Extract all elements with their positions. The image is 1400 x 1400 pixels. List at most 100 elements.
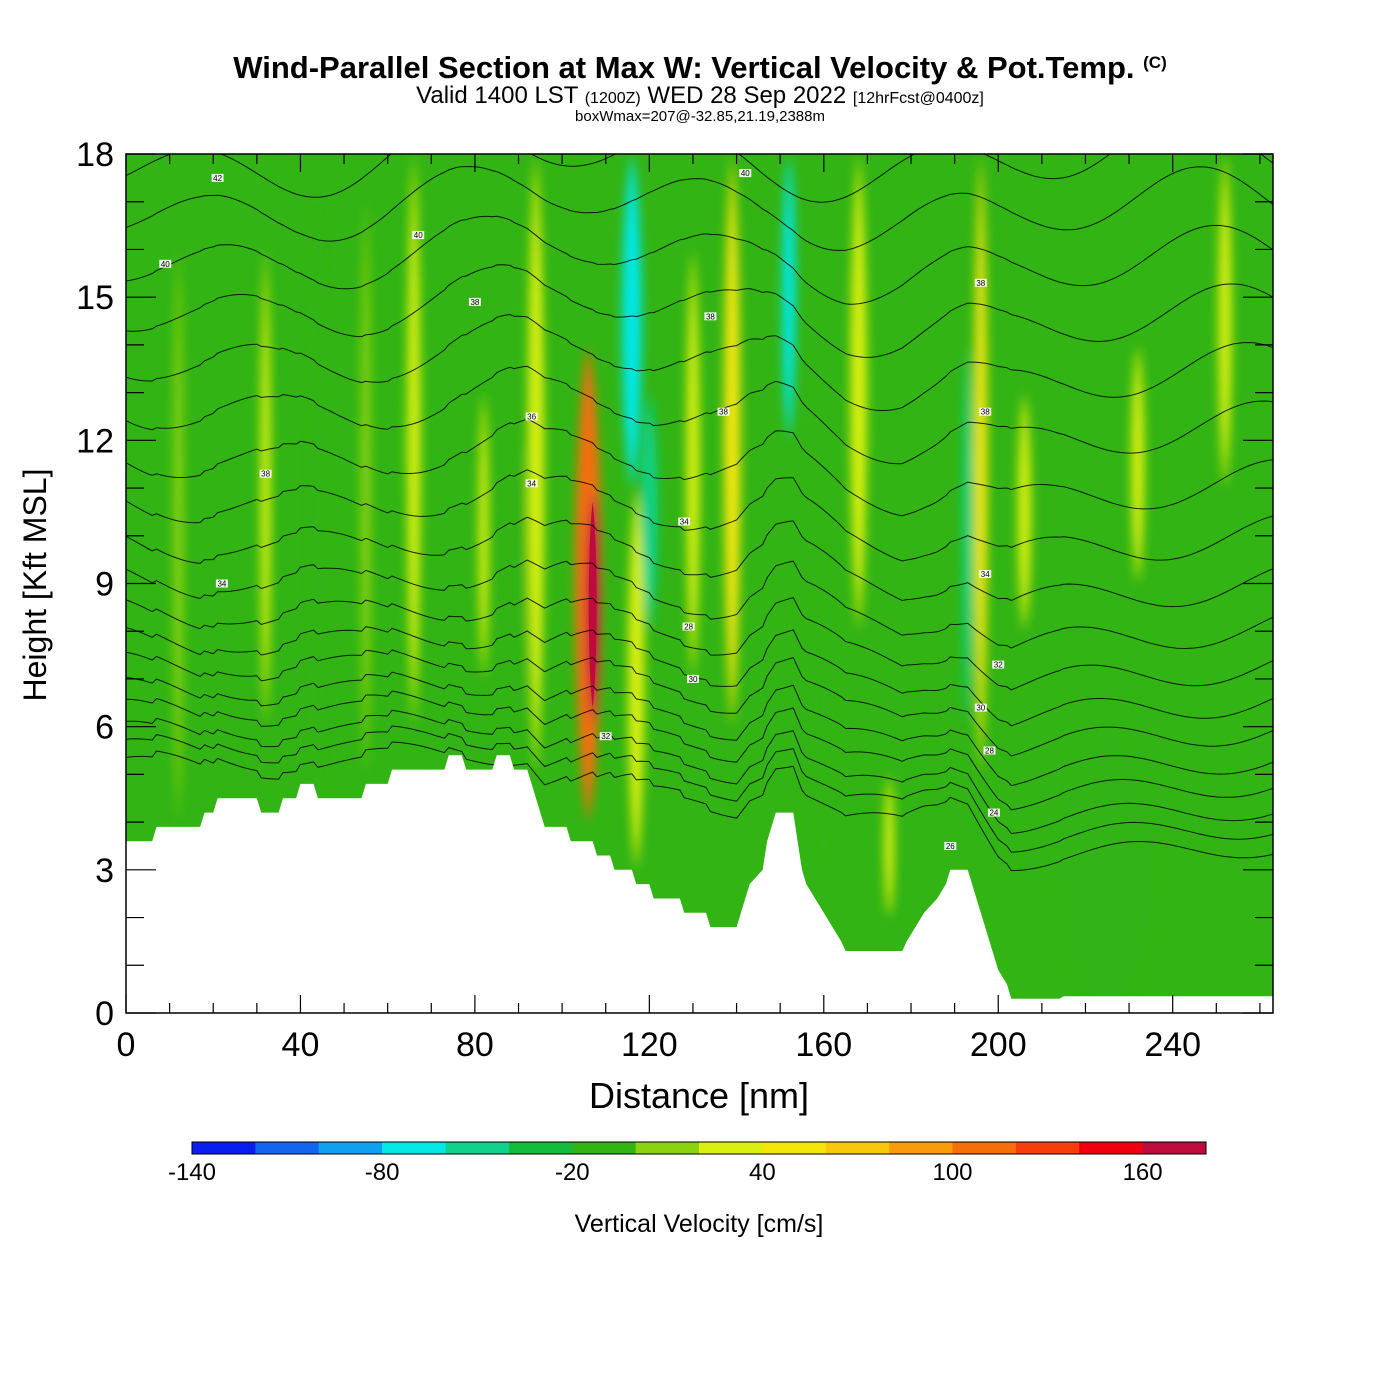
- x-tick-label: 240: [1144, 1026, 1201, 1064]
- colorbar-swatch: [192, 1142, 256, 1154]
- downdraft-band: [311, 201, 325, 823]
- colorbar-swatch: [952, 1142, 1017, 1154]
- copyright-mark: (C): [1143, 53, 1167, 72]
- terrain-mask: [126, 755, 1273, 1013]
- x-tick-label: 200: [970, 1026, 1027, 1064]
- theta-label-bg: [983, 746, 996, 755]
- updraft-band: [1131, 344, 1145, 584]
- theta-label-text: 30: [976, 704, 985, 713]
- theta-label: 40: [159, 259, 172, 269]
- theta-label-text: 40: [161, 260, 170, 269]
- theta-label-bg: [412, 231, 425, 240]
- theta-label-text: 32: [994, 661, 1003, 670]
- chart-title: Wind-Parallel Section at Max W: Vertical…: [233, 50, 1167, 85]
- theta-label-text: 42: [213, 174, 222, 183]
- theta-label-text: 34: [527, 479, 536, 488]
- theta-label: 30: [974, 703, 987, 713]
- colorbar-label: Vertical Velocity [cm/s]: [575, 1210, 824, 1238]
- theta-contour-line: [126, 626, 1273, 727]
- theta-contour-line: [126, 154, 1273, 203]
- theta-contour-line: [126, 264, 1273, 358]
- theta-label: 38: [704, 312, 717, 321]
- theta-label-bg: [678, 517, 691, 526]
- colorbar-swatch: [255, 1142, 320, 1154]
- theta-contour-line: [126, 725, 1273, 853]
- downdraft-band: [1058, 726, 1157, 1013]
- theta-label-bg: [739, 169, 752, 178]
- colorbar-tick-label: -80: [365, 1159, 400, 1186]
- updraft-band: [884, 774, 895, 918]
- theta-label-bg: [687, 674, 699, 683]
- colorbar-swatch: [508, 1142, 573, 1154]
- colorbar-swatch: [635, 1142, 700, 1154]
- colorbar-swatch: [1015, 1142, 1080, 1154]
- theta-label-text: 26: [946, 842, 955, 851]
- theta-label-bg: [704, 312, 717, 321]
- theta-label-text: 38: [261, 470, 270, 479]
- updraft-band: [974, 154, 988, 775]
- theta-label-bg: [944, 842, 957, 850]
- theta-label-bg: [992, 660, 1005, 669]
- terrain-shape: [126, 755, 1273, 1013]
- colorbar-swatch: [889, 1142, 954, 1154]
- theta-label-bg: [259, 469, 272, 478]
- x-axis: 0 40 80 120 160 200 240: [117, 154, 1261, 1064]
- colorbar-swatch: [445, 1142, 510, 1154]
- x-tick-label: 80: [456, 1026, 494, 1064]
- theta-label-bg: [599, 732, 612, 741]
- theta-contours: [126, 154, 1273, 872]
- theta-contour-line: [126, 597, 1273, 691]
- y-tick-label: 3: [95, 852, 114, 890]
- theta-label-text: 40: [741, 169, 750, 178]
- theta-contour-line: [126, 469, 1273, 562]
- theta-contour-line: [126, 165, 1273, 251]
- box-wmax-label: boxWmax=207@-32.85,21.19,2388m: [575, 108, 825, 125]
- theta-label-text: 28: [985, 747, 994, 756]
- downdraft-band: [622, 154, 642, 489]
- colorbar-swatch: [1142, 1142, 1207, 1154]
- theta-contour-line: [126, 709, 1273, 835]
- theta-label-text: 38: [981, 408, 990, 417]
- colorbar-swatch: [825, 1142, 890, 1154]
- theta-contour-line: [126, 418, 1273, 517]
- colorbar-swatch: [762, 1142, 827, 1154]
- x-tick-label: 40: [282, 1026, 320, 1064]
- theta-label-text: 38: [976, 279, 985, 288]
- theta-label-bg: [682, 622, 695, 631]
- theta-label-text: 34: [680, 518, 689, 527]
- theta-label-bg: [717, 407, 730, 416]
- x-tick-label: 0: [117, 1026, 136, 1064]
- forecast-info: [12hrFcst@0400z]: [852, 90, 984, 107]
- theta-label-bg: [974, 703, 987, 712]
- colorbar-swatch: [382, 1142, 447, 1154]
- theta-label-bg: [974, 278, 987, 287]
- theta-contour-line: [126, 559, 1273, 650]
- updraft-band: [478, 392, 489, 679]
- theta-label: 32: [599, 732, 612, 741]
- theta-label: 38: [974, 278, 987, 288]
- theta-label-bg: [525, 479, 538, 488]
- theta-label-text: 34: [981, 570, 990, 579]
- theta-label-text: 36: [527, 413, 536, 422]
- theta-label: 38: [717, 407, 730, 417]
- downdraft-band: [511, 440, 526, 727]
- theta-contour-line: [126, 649, 1273, 757]
- colorbar-tick-label: 40: [749, 1159, 776, 1186]
- updraft-band: [850, 154, 867, 632]
- theta-label: 40: [739, 169, 752, 178]
- theta-label: 26: [944, 842, 957, 851]
- downdraft-band: [641, 392, 658, 632]
- theta-label-bg: [979, 407, 992, 416]
- theta-label-bg: [979, 570, 992, 578]
- theta-label-bg: [211, 173, 224, 182]
- theta-label-text: 32: [601, 732, 610, 741]
- theta-label-text: 38: [719, 408, 728, 417]
- theta-contour-line: [126, 690, 1273, 811]
- updraft-band: [260, 249, 271, 727]
- theta-label-text: 30: [689, 675, 698, 684]
- colorbar-swatch: [572, 1142, 637, 1154]
- theta-contour-labels: 42 40 40 38 38 36 34 34 40 38 38 34 28 30 32 38 38 34 32 30…: [159, 169, 1005, 851]
- theta-label: 34: [678, 517, 691, 527]
- y-tick-label: 6: [95, 709, 114, 747]
